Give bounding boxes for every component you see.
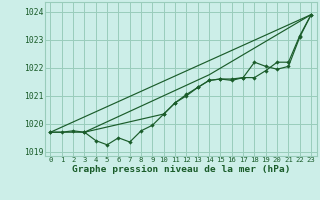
X-axis label: Graphe pression niveau de la mer (hPa): Graphe pression niveau de la mer (hPa) <box>72 165 290 174</box>
